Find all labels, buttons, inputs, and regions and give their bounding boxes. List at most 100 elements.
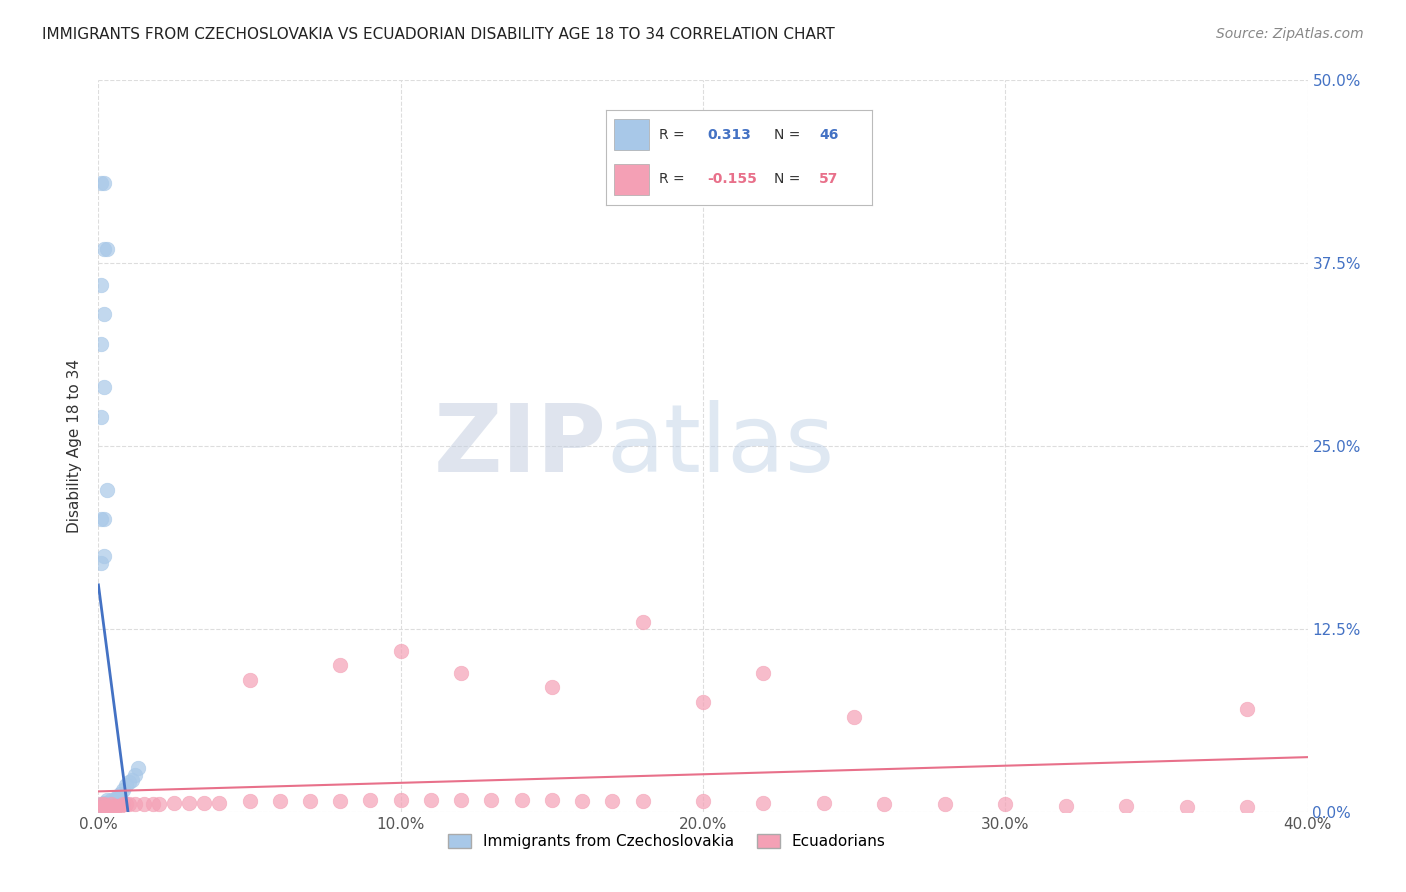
- Point: [90, 556, 112, 570]
- Point: [90, 800, 112, 814]
- Point: [93, 307, 115, 321]
- Point: [389, 644, 412, 658]
- Point: [118, 797, 141, 812]
- Point: [420, 793, 443, 807]
- Point: [239, 795, 262, 809]
- Point: [1236, 800, 1258, 814]
- Point: [692, 695, 714, 709]
- Point: [103, 793, 125, 807]
- Point: [93, 176, 115, 190]
- Point: [1236, 702, 1258, 716]
- Point: [602, 795, 624, 809]
- Text: atlas: atlas: [606, 400, 835, 492]
- Point: [100, 796, 122, 810]
- Point: [93, 800, 115, 814]
- Point: [994, 797, 1017, 812]
- Point: [93, 796, 115, 810]
- Point: [124, 768, 146, 782]
- Point: [571, 795, 593, 809]
- Point: [93, 380, 115, 394]
- Point: [96, 798, 118, 813]
- Point: [90, 409, 112, 424]
- Point: [269, 795, 291, 809]
- Point: [873, 797, 896, 812]
- Point: [1175, 800, 1198, 814]
- Point: [752, 665, 775, 680]
- Point: [105, 790, 128, 805]
- Point: [90, 797, 112, 812]
- Point: [111, 797, 134, 812]
- Point: [148, 797, 170, 812]
- Point: [114, 778, 136, 792]
- Point: [124, 797, 146, 812]
- Point: [105, 793, 128, 807]
- Point: [692, 795, 714, 809]
- Point: [90, 800, 112, 814]
- Point: [239, 673, 262, 687]
- Point: [111, 782, 134, 797]
- Point: [127, 761, 149, 775]
- Point: [90, 800, 112, 814]
- Y-axis label: Disability Age 18 to 34: Disability Age 18 to 34: [67, 359, 83, 533]
- Point: [108, 787, 131, 801]
- Point: [844, 709, 866, 723]
- Point: [1054, 798, 1077, 813]
- Point: [163, 796, 186, 810]
- Legend: Immigrants from Czechoslovakia, Ecuadorians: Immigrants from Czechoslovakia, Ecuadori…: [441, 828, 891, 855]
- Point: [93, 798, 115, 813]
- Point: [90, 278, 112, 293]
- Point: [813, 796, 835, 810]
- Point: [510, 793, 533, 807]
- Point: [450, 793, 472, 807]
- Point: [389, 793, 412, 807]
- Point: [329, 658, 352, 673]
- Point: [752, 796, 775, 810]
- Point: [121, 772, 143, 787]
- Point: [90, 512, 112, 526]
- Point: [108, 798, 131, 813]
- Point: [96, 800, 118, 814]
- Point: [631, 795, 654, 809]
- Point: [90, 797, 112, 812]
- Point: [93, 797, 115, 812]
- Point: [103, 798, 125, 813]
- Point: [93, 800, 115, 814]
- Point: [93, 512, 115, 526]
- Point: [90, 800, 112, 814]
- Point: [540, 793, 562, 807]
- Point: [179, 796, 201, 810]
- Point: [329, 795, 352, 809]
- Point: [142, 797, 165, 812]
- Text: Source: ZipAtlas.com: Source: ZipAtlas.com: [1216, 27, 1364, 41]
- Point: [96, 242, 118, 256]
- Point: [93, 800, 115, 814]
- Point: [96, 796, 118, 810]
- Point: [96, 798, 118, 813]
- Point: [631, 615, 654, 629]
- Point: [208, 796, 231, 810]
- Point: [118, 775, 141, 789]
- Point: [934, 797, 956, 812]
- Point: [93, 798, 115, 813]
- Point: [96, 800, 118, 814]
- Text: ZIP: ZIP: [433, 400, 606, 492]
- Point: [100, 797, 122, 812]
- Point: [108, 790, 131, 805]
- Point: [93, 549, 115, 563]
- Point: [90, 336, 112, 351]
- Text: IMMIGRANTS FROM CZECHOSLOVAKIA VS ECUADORIAN DISABILITY AGE 18 TO 34 CORRELATION: IMMIGRANTS FROM CZECHOSLOVAKIA VS ECUADO…: [42, 27, 835, 42]
- Point: [103, 796, 125, 810]
- Point: [90, 176, 112, 190]
- Point: [114, 797, 136, 812]
- Point: [100, 793, 122, 807]
- Point: [450, 665, 472, 680]
- Point: [96, 793, 118, 807]
- Point: [481, 793, 503, 807]
- Point: [105, 798, 128, 813]
- Point: [93, 797, 115, 812]
- Point: [103, 800, 125, 814]
- Point: [1115, 798, 1137, 813]
- Point: [90, 798, 112, 813]
- Point: [299, 795, 322, 809]
- Point: [93, 797, 115, 812]
